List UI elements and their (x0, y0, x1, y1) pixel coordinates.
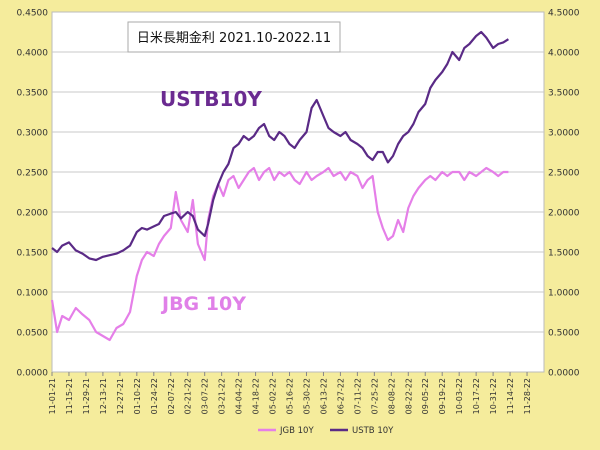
legend: JGB 10Y USTB 10Y (258, 426, 394, 436)
y-right-tick-label: 4.5000 (548, 9, 580, 19)
x-tick-label: 06-27-22 (336, 378, 345, 414)
x-tick-label: 11-01-21 (48, 378, 57, 414)
plot-area (51, 11, 545, 373)
x-tick-label: 04-18-22 (252, 378, 261, 414)
x-tick-label: 05-30-22 (302, 378, 311, 414)
x-tick-label: 04-04-22 (235, 378, 244, 414)
x-tick-label: 11-28-22 (523, 378, 532, 414)
x-tick-label: 05-16-22 (286, 378, 295, 414)
y-right-tick-label: 3.0000 (548, 129, 580, 139)
chart-title-box: 日米長期金利 2021.10-2022.11 (127, 21, 341, 53)
series (50, 30, 509, 342)
x-tick-label: 01-24-22 (150, 378, 159, 414)
x-tick-label: 06-13-22 (319, 378, 328, 414)
x-tick-label: 12-27-21 (116, 378, 125, 414)
y-left-tick-label: 0.1500 (17, 249, 49, 259)
y-right-tick-label: 1.0000 (548, 289, 580, 299)
y-axis-right: 0.0000 0.5000 1.0000 1.5000 2.0000 2.5000 3.00… (548, 9, 580, 379)
y-left-tick-label: 0.1000 (17, 289, 49, 299)
x-tick-label: 03-21-22 (218, 378, 227, 414)
y-left-tick-label: 0.4500 (17, 9, 49, 19)
y-right-tick-label: 2.0000 (548, 209, 580, 219)
x-tick-label: 02-21-22 (184, 378, 193, 414)
y-left-tick-label: 0.0000 (17, 369, 49, 379)
y-axis-left: 0.0000 0.0500 0.1000 0.1500 0.2000 0.2500 0.30… (17, 9, 49, 379)
chart-title: 日米長期金利 2021.10-2022.11 (137, 30, 331, 46)
annotation-jgb: JBG 10Y (160, 293, 246, 315)
series-line-ustb (51, 30, 509, 262)
x-tick-label: 12-13-21 (99, 378, 108, 414)
x-tick-label: 08-22-22 (404, 378, 413, 414)
series-line-jgb (50, 166, 509, 342)
x-tick-label: 11-14-22 (506, 378, 515, 414)
x-tick-label: 01-10-22 (133, 378, 142, 414)
legend-label: USTB 10Y (352, 426, 394, 436)
y-left-tick-label: 0.0500 (17, 329, 49, 339)
y-right-tick-label: 1.5000 (548, 249, 580, 259)
x-tick-label: 10-03-22 (455, 378, 464, 414)
x-tick-label: 08-08-22 (387, 378, 396, 414)
x-axis: 11-01-21 11-15-21 11-29-21 12-13-21 12-27-21… (48, 372, 532, 414)
x-tick-label: 09-05-22 (421, 378, 430, 414)
y-right-tick-label: 0.0000 (548, 369, 580, 379)
annotation-ustb: USTB10Y (160, 87, 262, 111)
x-tick-label: 02-07-22 (167, 378, 176, 414)
x-tick-label: 11-15-21 (65, 378, 74, 414)
y-right-tick-label: 4.0000 (548, 49, 580, 59)
x-tick-label: 11-29-21 (82, 378, 91, 414)
x-tick-label: 09-19-22 (438, 378, 447, 414)
x-tick-label: 07-11-22 (353, 378, 362, 414)
x-tick-label: 10-31-22 (489, 378, 498, 414)
x-tick-label: 10-17-22 (472, 378, 481, 414)
y-left-tick-label: 0.4000 (17, 49, 49, 59)
y-right-tick-label: 2.5000 (548, 169, 580, 179)
y-right-tick-label: 3.5000 (548, 89, 580, 99)
y-left-tick-label: 0.3500 (17, 89, 49, 99)
y-left-tick-label: 0.2000 (17, 209, 49, 219)
x-tick-label: 05-02-22 (269, 378, 278, 414)
y-left-tick-label: 0.3000 (17, 129, 49, 139)
x-tick-label: 03-07-22 (201, 378, 210, 414)
legend-label: JGB 10Y (279, 426, 314, 436)
y-left-tick-label: 0.2500 (17, 169, 49, 179)
x-tick-label: 07-25-22 (370, 378, 379, 414)
y-right-tick-label: 0.5000 (548, 329, 580, 339)
